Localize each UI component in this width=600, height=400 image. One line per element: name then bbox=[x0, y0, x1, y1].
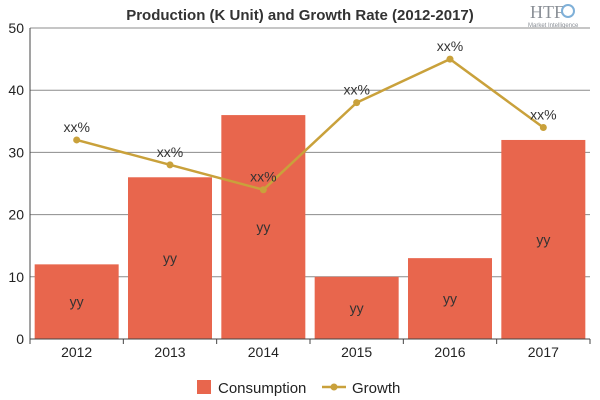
y-tick-label: 50 bbox=[8, 20, 24, 36]
x-tick-label: 2016 bbox=[434, 344, 465, 360]
bar-consumption bbox=[128, 177, 212, 339]
x-tick-label: 2015 bbox=[341, 344, 372, 360]
growth-data-label: xx% bbox=[437, 38, 463, 54]
legend: Consumption Growth bbox=[197, 380, 400, 397]
x-tick-label: 2014 bbox=[248, 344, 279, 360]
chart-title: Production (K Unit) and Growth Rate (201… bbox=[126, 7, 474, 24]
growth-data-label: xx% bbox=[530, 107, 556, 123]
y-tick-label: 10 bbox=[8, 269, 24, 285]
bar-data-label: yy bbox=[443, 291, 457, 307]
growth-data-label: xx% bbox=[63, 119, 89, 135]
bar-data-label: yy bbox=[256, 219, 270, 235]
x-tick-label: 2017 bbox=[528, 344, 559, 360]
growth-point bbox=[446, 55, 454, 63]
y-tick-label: 0 bbox=[16, 331, 24, 347]
growth-point bbox=[259, 186, 267, 194]
bar-data-label: yy bbox=[536, 231, 550, 247]
bar-consumption bbox=[314, 276, 399, 339]
growth-point bbox=[539, 124, 547, 132]
y-tick-label: 40 bbox=[8, 82, 24, 98]
bar-consumption bbox=[408, 258, 492, 339]
logo-subtext: Market Intelligence bbox=[528, 23, 579, 29]
growth-polyline bbox=[76, 57, 545, 192]
x-tick-label: 2012 bbox=[61, 344, 92, 360]
bar-consumption bbox=[221, 115, 306, 339]
y-tick-label: 30 bbox=[8, 144, 24, 160]
y-tick-label: 20 bbox=[8, 207, 24, 223]
growth-point bbox=[73, 136, 81, 144]
legend-growth-marker bbox=[330, 383, 338, 391]
growth-point bbox=[166, 161, 174, 169]
growth-data-label: xx% bbox=[343, 82, 369, 98]
bar-data-label: yy bbox=[163, 250, 177, 266]
grid-lines bbox=[30, 27, 590, 278]
data-labels: yy yy yy yy yy yy xx% xx% xx% xx% xx% xx% bbox=[63, 38, 556, 316]
logo-text: HTF bbox=[530, 2, 564, 22]
x-tick-label: 2013 bbox=[154, 344, 185, 360]
htf-logo: HTF Market Intelligence bbox=[528, 2, 579, 29]
bar-consumption bbox=[34, 264, 119, 339]
legend-consumption-label: Consumption bbox=[218, 380, 306, 397]
bar-consumption bbox=[501, 139, 586, 339]
growth-line bbox=[73, 55, 547, 194]
legend-consumption-swatch bbox=[197, 380, 211, 394]
growth-data-label: xx% bbox=[250, 169, 276, 185]
bars bbox=[34, 115, 586, 339]
growth-data-label: xx% bbox=[157, 144, 183, 160]
logo-globe-icon bbox=[561, 4, 575, 18]
bar-data-label: yy bbox=[70, 294, 84, 310]
legend-growth-label: Growth bbox=[352, 380, 400, 397]
growth-point bbox=[353, 99, 361, 107]
axes: 0 10 20 30 40 50 2012 2013 2014 2015 2016 2017 bbox=[8, 20, 591, 360]
bar-data-label: yy bbox=[350, 300, 364, 316]
